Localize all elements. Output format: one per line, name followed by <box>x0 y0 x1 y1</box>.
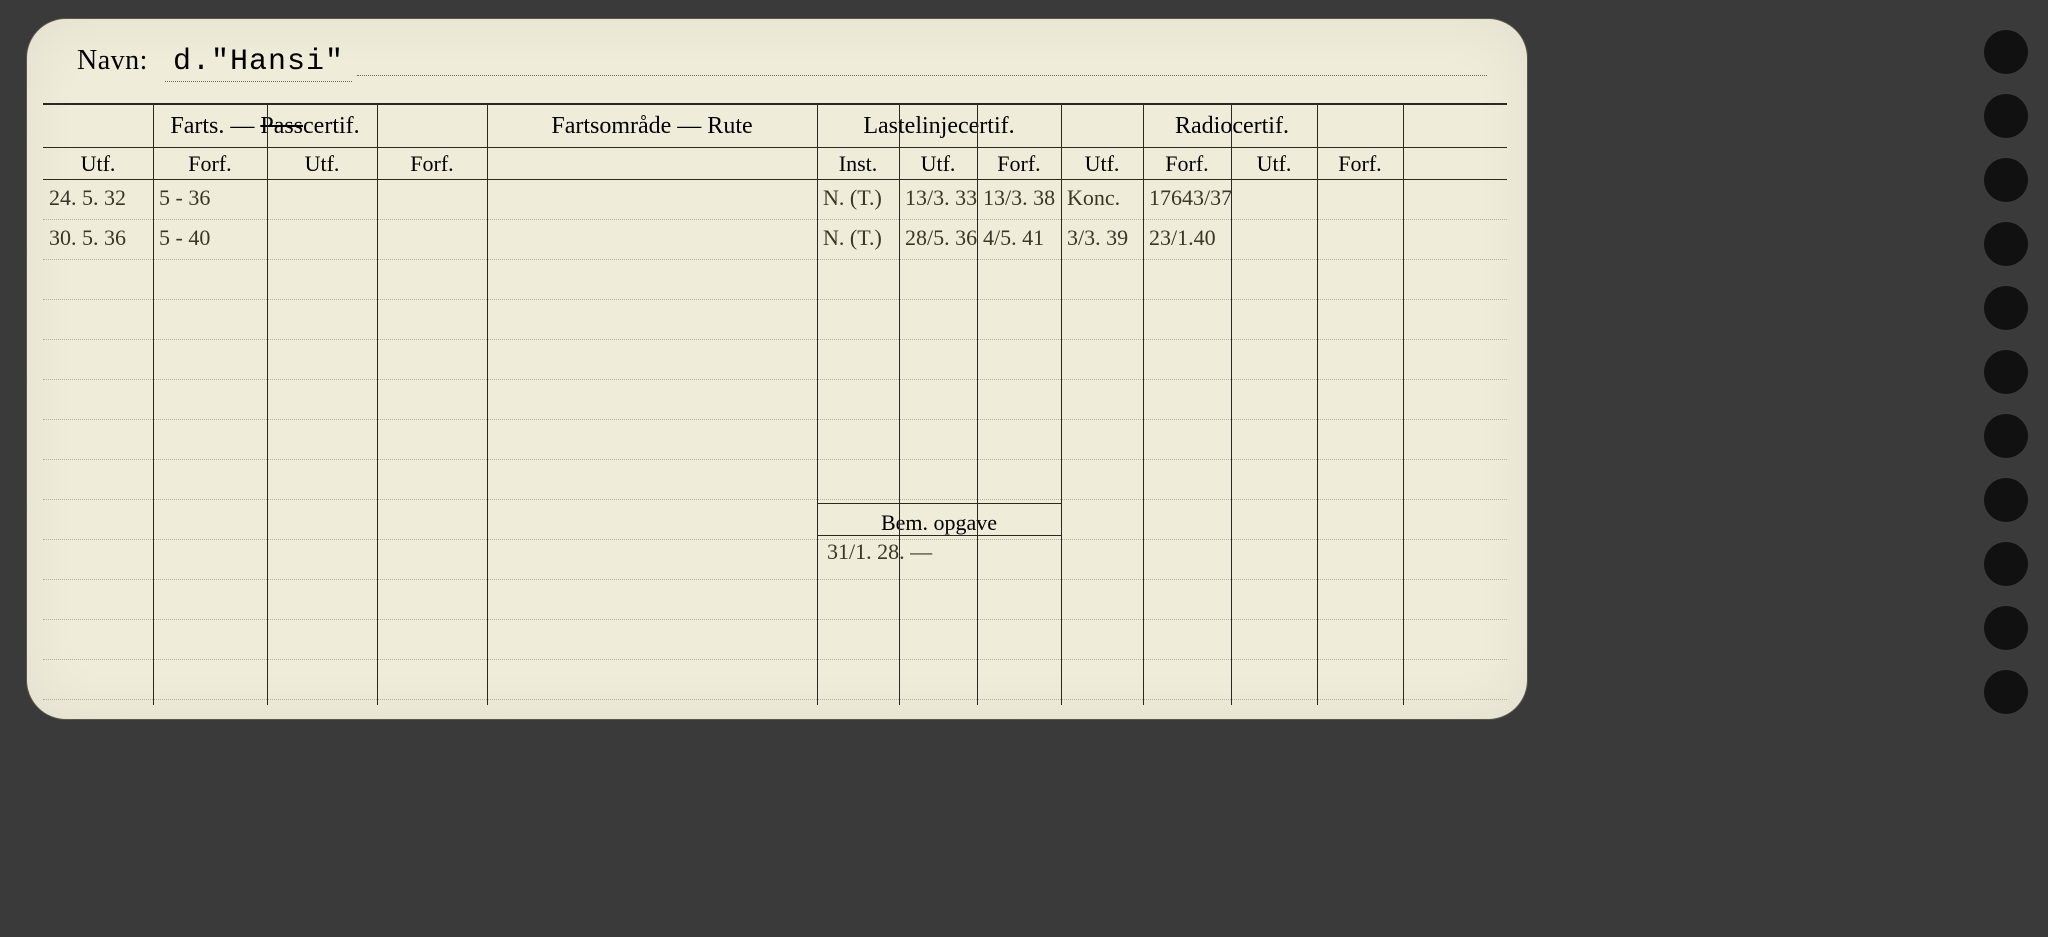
col-rule <box>267 103 268 705</box>
cell-radio-utf1: 3/3. 39 <box>1067 225 1128 251</box>
sub-farts-utf1: Utf. <box>43 147 153 181</box>
binder-hole <box>1984 542 2028 586</box>
row-rule <box>43 299 1507 300</box>
cell-radio-utf1: Konc. <box>1067 185 1120 211</box>
row-rule <box>43 579 1507 580</box>
col-rule <box>1317 103 1318 705</box>
row-rule <box>43 659 1507 660</box>
binder-hole <box>1984 94 2028 138</box>
cell-radio-forf1: 17643/37 <box>1149 185 1232 211</box>
sub-farts-forf1: Forf. <box>153 147 267 181</box>
index-card: Navn: d."Hansi" Farts. — Passcertif. Far… <box>26 18 1528 720</box>
navn-value: d."Hansi" <box>165 45 352 82</box>
binder-hole <box>1984 670 2028 714</box>
sub-laste-forf: Forf. <box>977 147 1061 181</box>
col-rule <box>153 103 154 705</box>
table-head: Farts. — Passcertif. Fartsområde — Rute … <box>43 103 1507 105</box>
cell-farts-utf1: 30. 5. 36 <box>49 225 126 251</box>
row-rule <box>43 459 1507 460</box>
col-rule <box>977 103 978 705</box>
sub-radio-forf1: Forf. <box>1143 147 1231 181</box>
cell-laste-utf: 28/5. 36 <box>905 225 977 251</box>
scan-surface: Navn: d."Hansi" Farts. — Passcertif. Far… <box>0 0 2048 937</box>
col-rule <box>899 103 900 705</box>
cell-laste-inst: N. (T.) <box>823 185 882 211</box>
cell-laste-inst: N. (T.) <box>823 225 882 251</box>
bem-opgave-value: 31/1. 28. — <box>827 539 932 565</box>
binder-hole <box>1984 478 2028 522</box>
sub-radio-utf1: Utf. <box>1061 147 1143 181</box>
col-rule <box>1403 103 1404 705</box>
binder-hole <box>1984 286 2028 330</box>
col-rule <box>377 103 378 705</box>
binder-hole <box>1984 606 2028 650</box>
sub-farts-forf2: Forf. <box>377 147 487 181</box>
cell-laste-forf: 13/3. 38 <box>983 185 1055 211</box>
row-rule <box>43 499 1507 500</box>
cell-farts-forf1: 5 - 36 <box>159 185 210 211</box>
row-rule <box>43 339 1507 340</box>
row-rule <box>43 699 1507 700</box>
cell-farts-forf1: 5 - 40 <box>159 225 210 251</box>
cell-laste-utf: 13/3. 33 <box>905 185 977 211</box>
row-rule <box>43 419 1507 420</box>
binder-hole <box>1984 158 2028 202</box>
row-rule <box>43 379 1507 380</box>
sub-farts-utf2: Utf. <box>267 147 377 181</box>
bem-opgave-rule <box>817 535 1061 536</box>
sub-laste-inst: Inst. <box>817 147 899 181</box>
binder-hole <box>1984 222 2028 266</box>
sub-radio-forf2: Forf. <box>1317 147 1403 181</box>
navn-field: Navn: d."Hansi" <box>77 45 352 79</box>
col-rule <box>1061 103 1062 705</box>
binder-hole <box>1984 30 2028 74</box>
col-rule <box>1143 103 1144 705</box>
col-rule <box>817 103 818 705</box>
row-rule <box>43 259 1507 260</box>
sub-radio-utf2: Utf. <box>1231 147 1317 181</box>
navn-rule <box>357 75 1487 76</box>
row-rule <box>43 539 1507 540</box>
cell-farts-utf1: 24. 5. 32 <box>49 185 126 211</box>
binder-hole <box>1984 414 2028 458</box>
cell-laste-forf: 4/5. 41 <box>983 225 1044 251</box>
binder-hole <box>1984 350 2028 394</box>
col-rule <box>487 103 488 705</box>
row-rule <box>43 619 1507 620</box>
bem-opgave-label: Bem. opgave <box>817 503 1061 536</box>
navn-label: Navn: <box>77 45 148 76</box>
binder-holes <box>1984 30 2030 720</box>
row-rule <box>43 219 1507 220</box>
group-rute: Fartsområde — Rute <box>487 105 817 155</box>
cell-radio-forf1: 23/1.40 <box>1149 225 1216 251</box>
sub-laste-utf: Utf. <box>899 147 977 181</box>
